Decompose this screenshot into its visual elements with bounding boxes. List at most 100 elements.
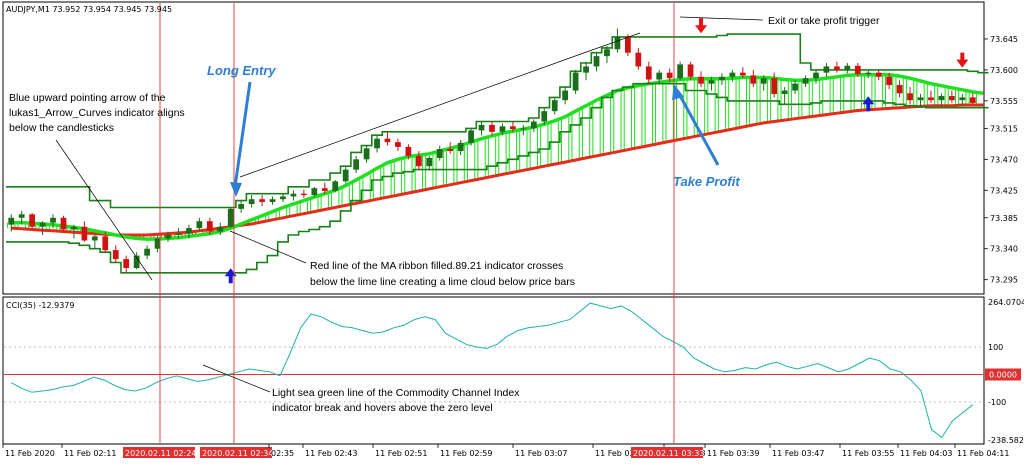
candle-body: [280, 196, 286, 200]
x-tick-label: 11 Feb 03:07: [515, 449, 567, 458]
candle-body: [300, 193, 307, 196]
pointer-line-ribbon: [229, 230, 307, 264]
x-tick-label: 11 Feb 2020: [5, 449, 55, 458]
price-tick-label: 73.515: [990, 124, 1018, 133]
cci-current-value-label: 0.0000: [989, 370, 1017, 379]
price-tick-label: 73.340: [990, 245, 1018, 254]
price-tick-label: 73.645: [990, 35, 1018, 44]
candle-body: [50, 217, 56, 223]
candle-body: [792, 83, 798, 91]
candle-body: [823, 66, 830, 73]
cci-panel: [2, 296, 985, 445]
down-arrow-icon: [956, 52, 969, 68]
candle-body: [165, 234, 171, 239]
candle-body: [938, 96, 945, 101]
annotation-ribbon-line-2: below the lime line creating a lime clou…: [310, 276, 575, 288]
candle-body: [886, 76, 893, 86]
time-marker-label: 2020.02.11 03:33: [633, 449, 704, 458]
candle-body: [645, 66, 652, 80]
x-tick-label: 11 Feb 02:59: [440, 449, 492, 458]
cci-tick-label: -100: [988, 398, 1006, 407]
candle-body: [112, 250, 119, 260]
time-marker-label: 2020.02.11 02:24: [125, 449, 196, 458]
candle-body: [948, 96, 955, 101]
price-chart-title: AUDJPY,M1 73.952 73.954 73.945 73.945: [6, 5, 172, 14]
candle-body: [928, 97, 934, 101]
candle-body: [551, 100, 558, 112]
candle-body: [311, 188, 318, 196]
candle-body: [248, 199, 255, 205]
candle-body: [384, 138, 391, 143]
price-tick-label: 73.470: [990, 155, 1018, 164]
candle-body: [269, 199, 276, 202]
candle-body: [907, 93, 913, 101]
candle-body: [520, 128, 527, 130]
candle-body: [259, 199, 265, 202]
ma-fast-line: [11, 72, 984, 241]
time-marker-box: [631, 447, 703, 458]
cci-series-line: [10, 302, 974, 439]
candle-body: [593, 56, 600, 67]
time-marker-label: 2020.02.11 02:34: [202, 449, 273, 458]
annotation-ribbon-line-1: Red line of the MA ribbon filled.89.21 i…: [310, 260, 563, 272]
candle-body: [81, 226, 88, 241]
price-tick-label: 73.425: [990, 186, 1018, 195]
candle-body: [614, 36, 621, 50]
time-marker-box: [123, 447, 195, 458]
candle-body: [854, 65, 861, 75]
candle-body: [541, 111, 548, 122]
pointer-line-trend: [239, 54, 579, 178]
candle-body: [60, 217, 67, 230]
candle-body: [875, 72, 882, 77]
candle-body: [342, 169, 349, 182]
candle-body: [719, 76, 725, 81]
cci-tick-label: 100: [988, 343, 1003, 352]
candle-body: [144, 248, 150, 256]
x-tick-label: 11 Feb 02:43: [305, 449, 357, 458]
up-arrow-icon: [224, 268, 237, 284]
ma-slow-line: [11, 103, 984, 237]
candle-body: [687, 64, 694, 77]
candle-body: [332, 181, 339, 191]
candle-body: [666, 72, 673, 79]
x-tick-label: 11 Feb 04:03: [900, 449, 952, 458]
candle-body: [781, 90, 788, 94]
candle-body: [405, 146, 412, 156]
annotation-long-entry: Long Entry: [207, 63, 276, 78]
candle-body: [865, 72, 872, 75]
x-tick-label: 11 Feb 02:11: [64, 449, 116, 458]
cci-chart-title: CCI(35) -12.9379: [6, 301, 74, 310]
candle-body: [321, 188, 328, 191]
take-profit-pointer-icon: [676, 91, 720, 166]
candle-body: [154, 238, 161, 249]
candle-body: [583, 66, 589, 73]
candle-body: [959, 97, 966, 101]
price-tick-label: 73.555: [990, 97, 1018, 106]
candle-body: [18, 214, 25, 218]
x-tick-label: 11 Feb 03:47: [772, 449, 824, 458]
price-panel: [2, 1, 985, 295]
annotation-arrow-line-3: below the candlesticks: [9, 122, 114, 134]
candle-body: [698, 76, 704, 84]
candle-body: [844, 65, 851, 70]
candle-body: [656, 72, 663, 80]
candle-body: [635, 52, 642, 67]
take-profit-pointer-head-icon: [672, 84, 684, 100]
candle-body: [499, 126, 506, 132]
annotation-exit: Exit or take profit trigger: [768, 15, 880, 27]
candle-body: [426, 157, 433, 167]
up-arrow-icon: [862, 96, 875, 112]
candle-body: [290, 193, 297, 197]
pointer-line-cci: [202, 364, 271, 393]
candle-body: [206, 221, 213, 232]
x-tick-label: 11 Feb 03:55: [842, 449, 894, 458]
candle-body: [196, 221, 203, 229]
candle-body: [363, 148, 370, 160]
channel-upper-line: [6, 33, 989, 209]
price-tick-label: 73.385: [990, 214, 1018, 223]
candle-body: [175, 233, 182, 235]
candle-body: [750, 75, 757, 84]
x-tick-label: 11 Feb 04:11: [957, 449, 1009, 458]
pointer-line-exit: [679, 16, 764, 21]
candle-body: [802, 78, 809, 84]
